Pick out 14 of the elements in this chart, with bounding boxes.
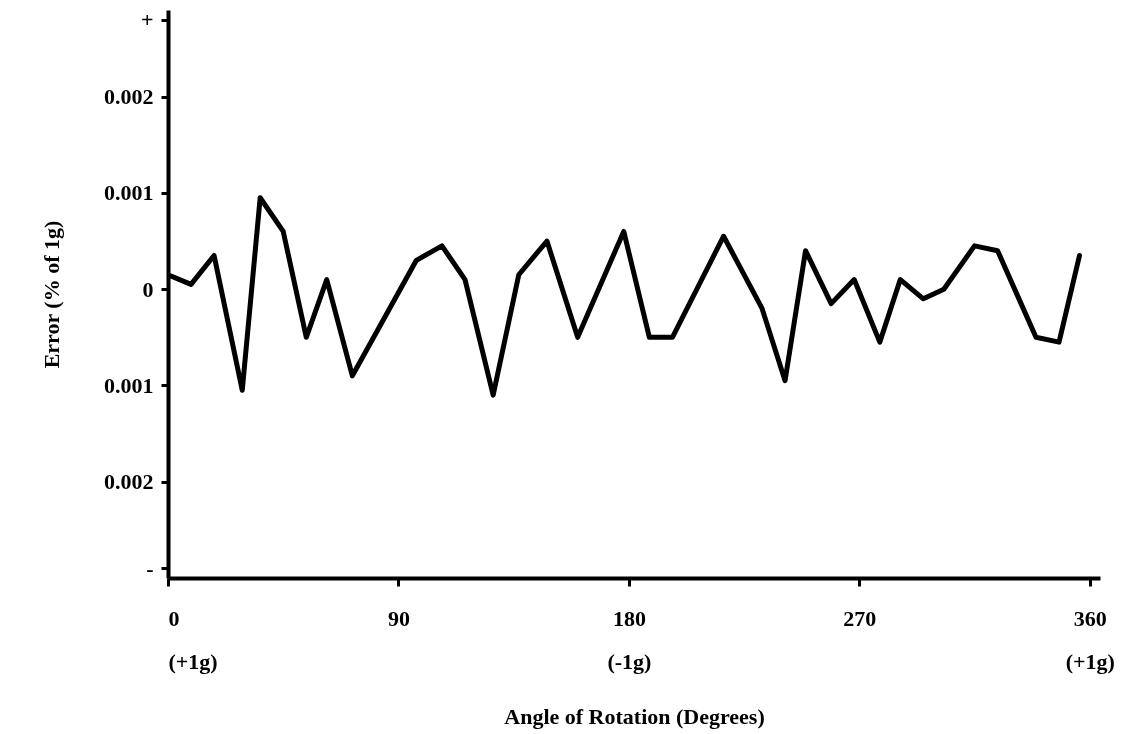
x-axis-title: Angle of Rotation (Degrees)	[504, 703, 765, 729]
y-tick-label: +	[140, 7, 154, 33]
y-tick-label: -	[146, 555, 154, 581]
y-tick-label: 0.001	[104, 372, 154, 398]
x-tick-label: 180 (-1g)	[607, 605, 652, 674]
y-axis-title: Error (% of 1g)	[39, 220, 64, 369]
x-tick-label: 0 (+1g)	[168, 605, 218, 674]
x-tick-label: 90	[387, 605, 410, 631]
x-tick-label: 270	[843, 605, 877, 631]
y-tick-label: 0	[142, 276, 154, 302]
x-tick-label: 360 (+1g)	[1065, 605, 1115, 674]
y-tick-label: 0.002	[104, 84, 154, 110]
y-tick-label: 0.001	[104, 180, 154, 206]
y-tick-label: 0.002	[104, 469, 154, 495]
